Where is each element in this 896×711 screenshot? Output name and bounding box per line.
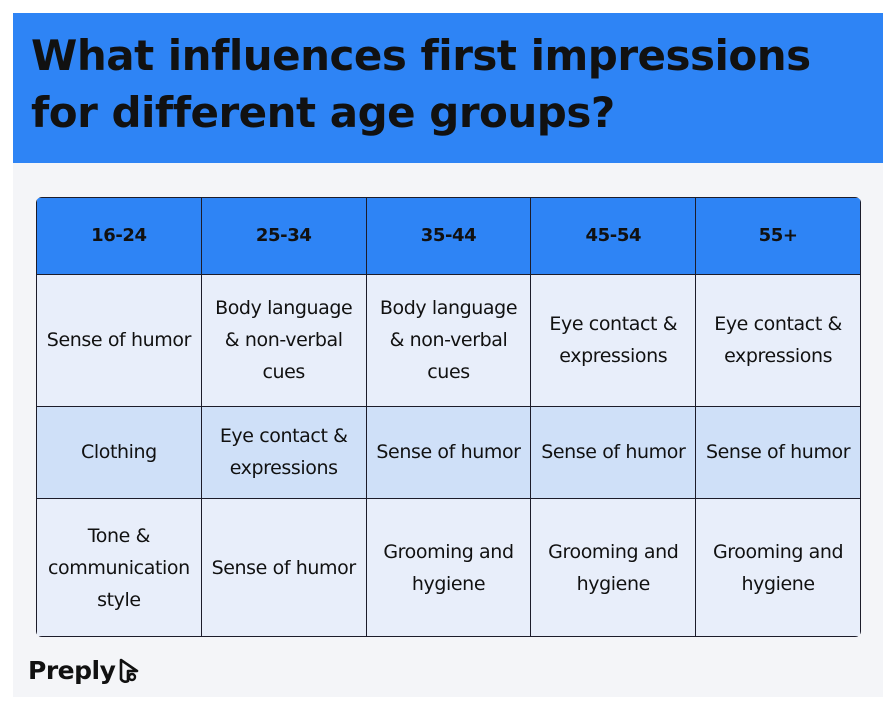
header: What influences first impressions for di… [13, 13, 883, 163]
table-cell: Eye contact & expressions [530, 274, 697, 407]
table-cell: Sense of humor [200, 498, 367, 637]
table-row: Tone & communication style Sense of humor… [36, 498, 861, 637]
table-cell: Sense of humor [365, 405, 532, 500]
table-cell: Body language & non-verbal cues [365, 274, 532, 407]
column-header: 55+ [695, 197, 861, 275]
logo-text: Preply [28, 656, 116, 685]
table-row: Clothing Eye contact & expressions Sense o… [36, 405, 861, 500]
title: What influences first impressions for di… [31, 31, 811, 137]
table-cell: Grooming and hygiene [530, 498, 697, 637]
table-cell: Body language & non-verbal cues [200, 274, 367, 407]
table-cell: Grooming and hygiene [695, 498, 861, 637]
table-cell: Tone & communication style [36, 498, 202, 637]
column-header: 45-54 [530, 197, 697, 275]
logo: Preply [28, 656, 141, 685]
table-row: Sense of humor Body language & non-verbal… [36, 274, 861, 407]
column-header: 35-44 [365, 197, 532, 275]
table-cell: Clothing [36, 405, 202, 500]
table-cell: Sense of humor [36, 274, 202, 407]
column-header: 16-24 [36, 197, 202, 275]
table-cell: Sense of humor [695, 405, 861, 500]
table-cell: Eye contact & expressions [200, 405, 367, 500]
table: 16-24 25-34 35-44 45-54 55+ Sense of humor Bo… [36, 197, 861, 637]
table-cell: Eye contact & expressions [695, 274, 861, 407]
logo-icon [120, 658, 139, 683]
table-cell: Grooming and hygiene [365, 498, 532, 637]
header-row: 16-24 25-34 35-44 45-54 55+ [36, 197, 861, 275]
table-cell: Sense of humor [530, 405, 697, 500]
column-header: 25-34 [200, 197, 367, 275]
